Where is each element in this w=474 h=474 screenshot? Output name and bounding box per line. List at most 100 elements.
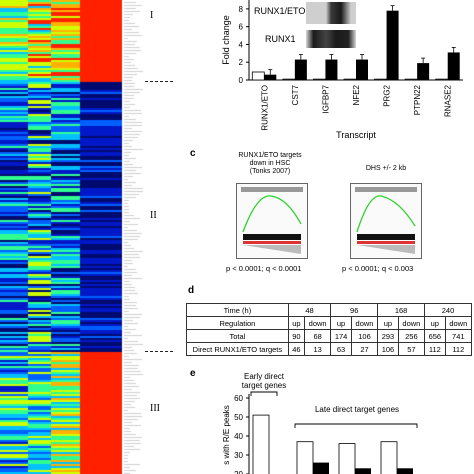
western-blot-bottom bbox=[306, 30, 356, 48]
table-cell: 68 bbox=[303, 329, 332, 343]
regulation-table: Time (h) 48 96 168 240 Regulation up dow… bbox=[186, 303, 473, 356]
gsea-plot-right bbox=[350, 183, 422, 259]
cluster-divider-1 bbox=[145, 81, 173, 82]
late-label: Late direct target genes bbox=[315, 405, 399, 414]
table-cell: 256 bbox=[397, 329, 426, 343]
bar-direct-targets bbox=[355, 468, 371, 474]
early-bracket bbox=[250, 391, 278, 396]
bar-control bbox=[343, 78, 357, 81]
table-row: Direct RUNX1/ETO targets 46 13 63 27 106… bbox=[186, 342, 473, 356]
y-tick-label: 6 bbox=[239, 23, 244, 32]
table-cell: 112 bbox=[444, 342, 473, 356]
y-tick-label: 60 bbox=[234, 394, 243, 403]
table-header-regulation: Regulation bbox=[186, 316, 289, 330]
panel-d-letter: d bbox=[188, 285, 195, 296]
cluster-label-2: II bbox=[150, 210, 157, 221]
table-cell: down bbox=[350, 316, 379, 330]
table-header-time: Time (h) bbox=[186, 303, 289, 317]
enrichment-curve bbox=[242, 195, 302, 233]
bar-treated bbox=[325, 59, 338, 80]
y-axis-label: s with R/E peaks bbox=[222, 405, 231, 465]
gsea-left-title-line: down in HSC bbox=[249, 160, 291, 167]
x-tick-label: RUNX1/ETO bbox=[260, 85, 269, 131]
table-cell: 174 bbox=[330, 329, 352, 343]
table-cell: up bbox=[424, 316, 446, 330]
table-cell: 46 bbox=[287, 342, 305, 356]
y-tick-label: 50 bbox=[234, 413, 243, 422]
table-cell: 112 bbox=[424, 342, 446, 356]
gsea-right-title: DHS +/- 2 kb bbox=[365, 165, 407, 172]
bar-all-genes bbox=[296, 441, 314, 474]
gsea-header-bar bbox=[241, 187, 303, 192]
cluster-divider-2 bbox=[145, 351, 173, 352]
bar-control bbox=[435, 78, 449, 81]
gsea-left-title: RUNX1/ETO targets down in HSC (Tonks 200… bbox=[230, 152, 310, 176]
bar-control bbox=[404, 78, 418, 81]
table-cell: 27 bbox=[350, 342, 379, 356]
table-cell: 741 bbox=[444, 329, 473, 343]
re-peaks-chart: 20 30 40 50 60s with R/E peaks Early directta… bbox=[222, 372, 418, 474]
bar-all-genes bbox=[252, 414, 270, 474]
hit-barcode bbox=[357, 234, 415, 240]
table-cell: 656 bbox=[424, 329, 446, 343]
rank-bar-red bbox=[243, 241, 301, 244]
table-cell: 106 bbox=[350, 329, 379, 343]
table-cell: down bbox=[397, 316, 426, 330]
x-tick-label: CST7 bbox=[291, 84, 300, 105]
x-tick-label: RNASE2 bbox=[444, 84, 453, 117]
table-cell: 293 bbox=[377, 329, 399, 343]
bar-all-genes bbox=[338, 443, 356, 474]
table-cell: down bbox=[444, 316, 473, 330]
bar-treated bbox=[386, 10, 399, 81]
bar-control bbox=[282, 78, 296, 81]
table-cell: 57 bbox=[397, 342, 426, 356]
table-cell: up bbox=[377, 316, 399, 330]
late-bracket bbox=[294, 423, 418, 428]
gsea-left-title-line: RUNX1/ETO targets bbox=[238, 152, 302, 159]
table-header-cell: 168 bbox=[377, 303, 426, 317]
fold-change-chart: 0 2 4 6 8 Fold change RUNX1/ETO CST7 IGFBP7 NFE2 P… bbox=[221, 0, 463, 140]
blot-label-runx1: RUNX1 bbox=[265, 34, 296, 44]
table-row: Regulation up down up down up down up do… bbox=[186, 316, 473, 330]
gsea-left-pvalue: p < 0.0001; q < 0.0001 bbox=[226, 264, 302, 273]
gene-label-column bbox=[128, 0, 142, 474]
blot-label-runx1eto: RUNX1/ETO bbox=[254, 6, 306, 16]
table-cell: up bbox=[287, 316, 305, 330]
bar-treated bbox=[417, 63, 430, 80]
ranked-metric bbox=[357, 245, 415, 254]
cluster-label-1: I bbox=[150, 10, 154, 21]
bar-treated bbox=[294, 59, 307, 80]
bar-treated bbox=[264, 74, 277, 80]
x-tick-label: PRG2 bbox=[383, 84, 392, 106]
table-cell: down bbox=[303, 316, 332, 330]
hit-barcode bbox=[243, 234, 301, 240]
y-tick-label: 4 bbox=[239, 40, 244, 49]
table-header-cell: 96 bbox=[330, 303, 379, 317]
table-cell: 13 bbox=[303, 342, 332, 356]
bar-control bbox=[313, 78, 326, 81]
gsea-left-title-line: (Tonks 2007) bbox=[249, 168, 291, 175]
x-tick-label: PTPN22 bbox=[413, 84, 422, 115]
expression-heatmap bbox=[0, 0, 150, 474]
y-tick-label: 40 bbox=[234, 432, 243, 441]
bar-treated bbox=[447, 52, 460, 80]
y-axis-label: Fold change bbox=[221, 15, 231, 65]
y-tick-label: 30 bbox=[234, 451, 243, 460]
cluster-label-3: III bbox=[150, 403, 160, 414]
table-cell: 106 bbox=[377, 342, 399, 356]
gsea-right-pvalue: p < 0.0001; q < 0.003 bbox=[342, 264, 414, 273]
gsea-plot-left bbox=[236, 183, 308, 259]
rank-bar-red bbox=[357, 241, 415, 244]
y-tick-label: 0 bbox=[239, 76, 244, 85]
table-row-label: Total bbox=[186, 329, 289, 343]
y-tick-label: 20 bbox=[234, 470, 243, 474]
enrichment-curve bbox=[356, 195, 416, 233]
early-label: Early direct bbox=[244, 372, 285, 381]
y-tick-label: 8 bbox=[239, 5, 244, 14]
bar-control bbox=[251, 71, 265, 81]
table-header-cell: 48 bbox=[287, 303, 332, 317]
bar-direct-targets bbox=[313, 462, 329, 474]
table-row-label: Direct RUNX1/ETO targets bbox=[186, 342, 289, 356]
y-tick-label: 2 bbox=[239, 58, 244, 67]
ranked-metric bbox=[243, 245, 301, 254]
